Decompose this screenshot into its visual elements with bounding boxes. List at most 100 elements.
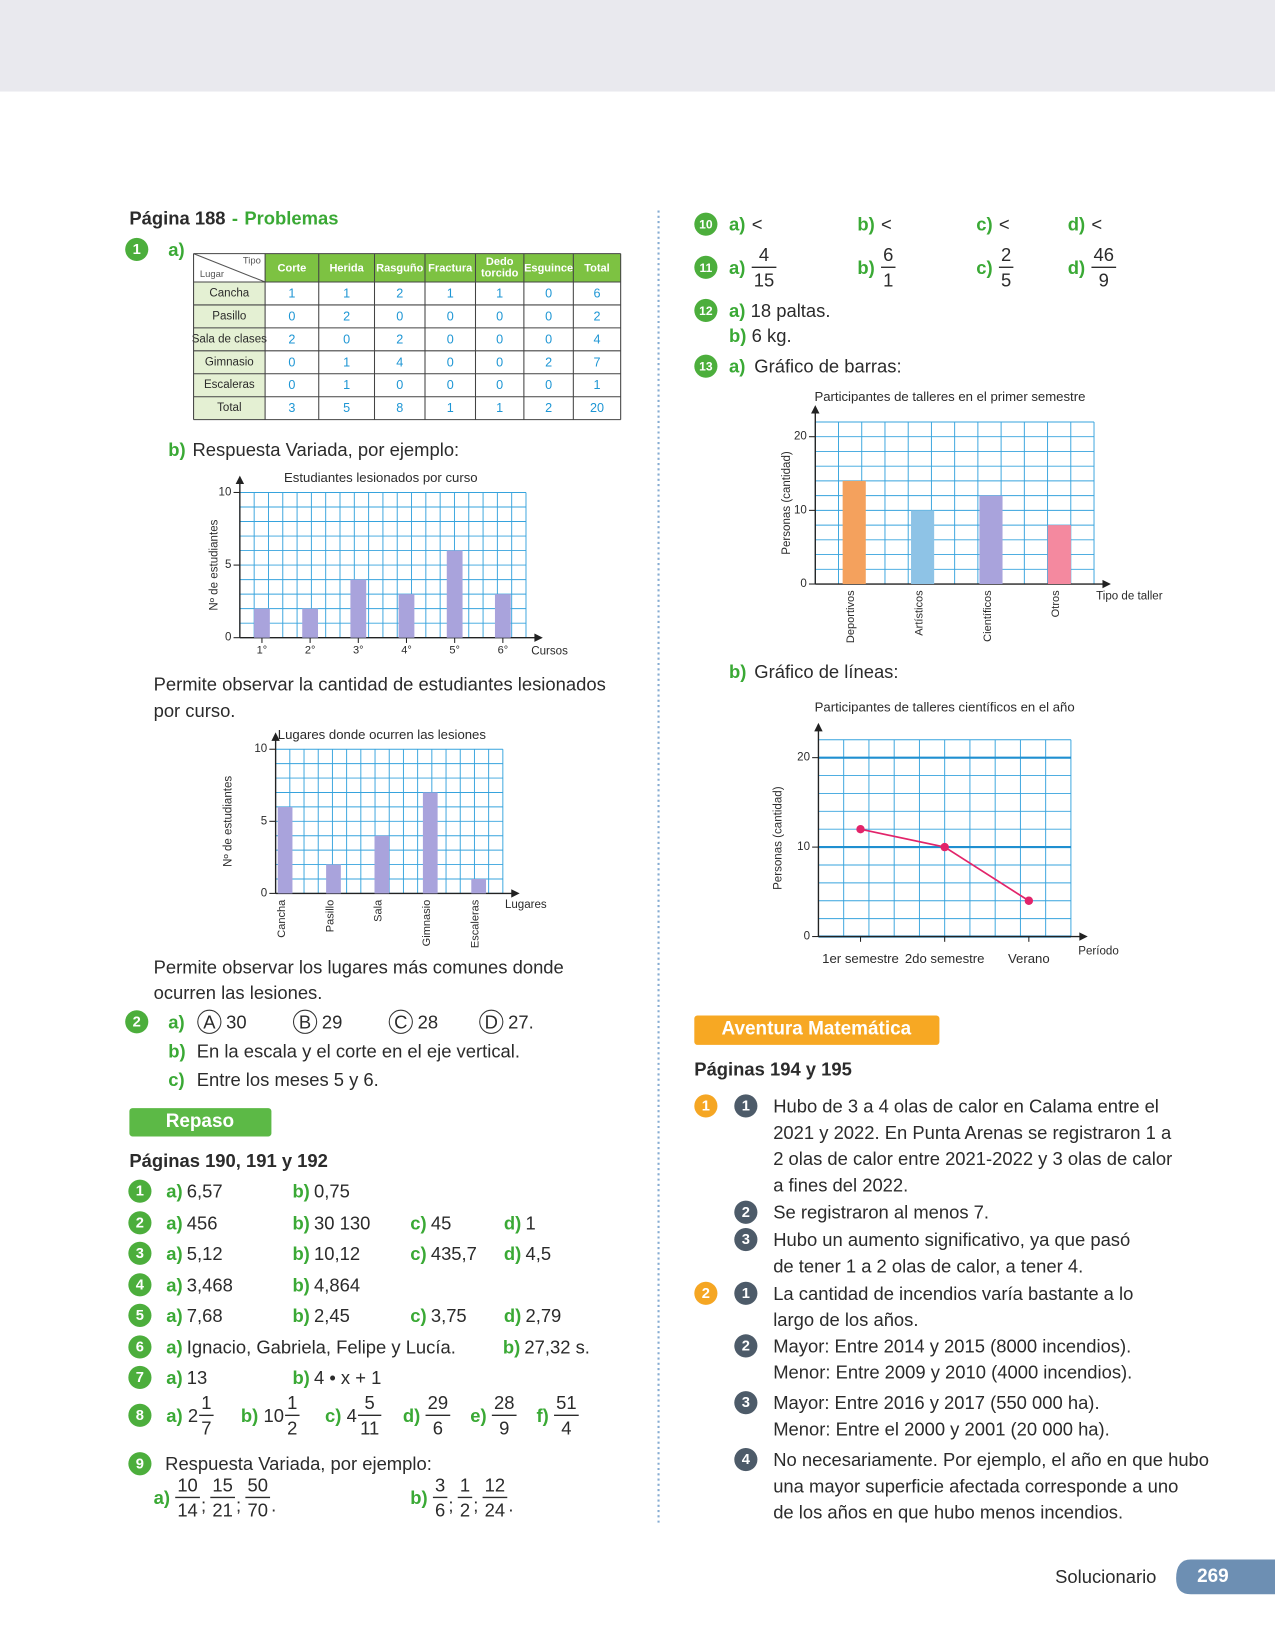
label: b)	[241, 1405, 258, 1426]
answer-text: <	[881, 214, 892, 235]
numerator: 6	[883, 244, 893, 265]
label: b)	[729, 325, 746, 346]
denominator: 9	[1099, 269, 1109, 290]
label: b)	[292, 1305, 309, 1326]
label: d)	[1068, 257, 1085, 278]
y-axis-arrow	[814, 722, 823, 732]
option-text: 28	[418, 1011, 438, 1032]
label: b)	[292, 1367, 309, 1388]
table-cell: 0	[447, 332, 454, 346]
x-tick-label: 1er semestre	[822, 951, 899, 966]
answer-text: 3,468	[187, 1274, 233, 1295]
answer-text: 27,32 s.	[524, 1336, 589, 1357]
answer-text: 4 • x + 1	[314, 1367, 381, 1388]
label: a)	[729, 300, 745, 321]
label: a)	[166, 1305, 182, 1326]
answer-text: 18 paltas.	[751, 300, 831, 321]
y-tick-label: 0	[804, 931, 810, 943]
label: c)	[976, 214, 992, 235]
x-tick-label: Otros	[1050, 590, 1062, 617]
note: Permite observar los lugares más comunes…	[154, 957, 564, 978]
page-number: 269	[1197, 1566, 1229, 1587]
item-number: 1	[742, 1098, 750, 1114]
denominator: 9	[499, 1417, 509, 1438]
item-number: 7	[136, 1370, 144, 1386]
separator: ;	[473, 1494, 478, 1515]
numerator: 15	[212, 1474, 232, 1495]
answer-text: 4,864	[314, 1274, 360, 1295]
answer-text: 2,45	[314, 1305, 350, 1326]
page-tab	[1176, 1559, 1275, 1595]
section-title: Páginas 194 y 195	[694, 1059, 852, 1080]
table-cell: 0	[396, 309, 403, 323]
banner	[694, 1015, 940, 1045]
number-badge	[694, 1094, 718, 1118]
table-cell: 6	[593, 286, 600, 300]
number-badge	[734, 1334, 758, 1358]
number-badge	[128, 1303, 152, 1327]
denominator: 6	[435, 1500, 445, 1521]
answer-text: 6,57	[187, 1181, 223, 1202]
numerator: 12	[485, 1474, 505, 1495]
item-number: 2	[136, 1215, 144, 1231]
x-tick-label: Científicos	[982, 590, 994, 642]
banner-text: Repaso	[166, 1111, 234, 1132]
y-tick-label: 5	[225, 559, 231, 571]
label: b)	[292, 1181, 309, 1202]
table-cell: 2	[593, 309, 600, 323]
x-tick-label: Escaleras	[469, 899, 481, 948]
answer-text: 2021 y 2022. En Punta Arenas se registra…	[773, 1122, 1172, 1143]
answer-text: 7,68	[187, 1305, 223, 1326]
x-tick-label: 2°	[305, 644, 316, 656]
answer-text: 1	[525, 1212, 535, 1233]
table-cell: 0	[496, 332, 503, 346]
item-number: 1	[742, 1286, 750, 1302]
bar	[1047, 525, 1071, 585]
denominator: 24	[485, 1500, 505, 1521]
table-cell: 4	[396, 355, 403, 369]
item-number: 8	[136, 1408, 144, 1424]
answer-text: Mayor: Entre 2016 y 2017 (550 000 ha).	[773, 1392, 1099, 1413]
label: b)	[503, 1336, 520, 1357]
separator: ;	[236, 1494, 241, 1515]
x-tick-label: 2do semestre	[905, 951, 985, 966]
item-number: 3	[742, 1395, 750, 1411]
option-circle	[388, 1009, 413, 1034]
footer-label: Solucionario	[1055, 1566, 1156, 1587]
table-cell: 1	[496, 286, 503, 300]
answer-text: Menor: Entre el 2000 y 2001 (20 000 ha).	[773, 1419, 1110, 1440]
row-header: Gimnasio	[205, 356, 254, 368]
column-header: Herida	[329, 262, 364, 274]
table-cell: 1	[343, 355, 350, 369]
y-tick-label: 0	[261, 887, 267, 899]
bar	[842, 480, 866, 585]
number-badge	[128, 1241, 152, 1265]
table-cell: 2	[545, 401, 552, 415]
table-cell: 0	[545, 332, 552, 346]
number-badge	[694, 255, 718, 279]
numerator: 46	[1094, 244, 1114, 265]
table-cell: 0	[447, 309, 454, 323]
chart-title: Lugares donde ocurren las lesiones	[278, 727, 487, 742]
label: a)	[166, 1181, 182, 1202]
column-header: Total	[584, 262, 610, 274]
denominator: 21	[212, 1500, 232, 1521]
bar	[911, 510, 935, 585]
answer-text: largo de los años.	[773, 1309, 918, 1330]
label: a)	[166, 1405, 182, 1426]
point	[1024, 896, 1034, 905]
label: b)	[857, 257, 874, 278]
whole-part: 10	[264, 1405, 284, 1426]
option-text: 29	[322, 1011, 342, 1032]
option-letter: D	[485, 1011, 498, 1032]
answer-text: 5,12	[187, 1243, 223, 1264]
number-badge	[128, 1335, 152, 1359]
x-tick-label: 4°	[401, 644, 412, 656]
label: b)	[410, 1487, 427, 1508]
table-cell: 1	[593, 378, 600, 392]
number-badge	[125, 237, 149, 261]
table-cell: 2	[545, 355, 552, 369]
label: c)	[168, 1069, 184, 1090]
row-header: Sala de clases	[192, 333, 267, 345]
